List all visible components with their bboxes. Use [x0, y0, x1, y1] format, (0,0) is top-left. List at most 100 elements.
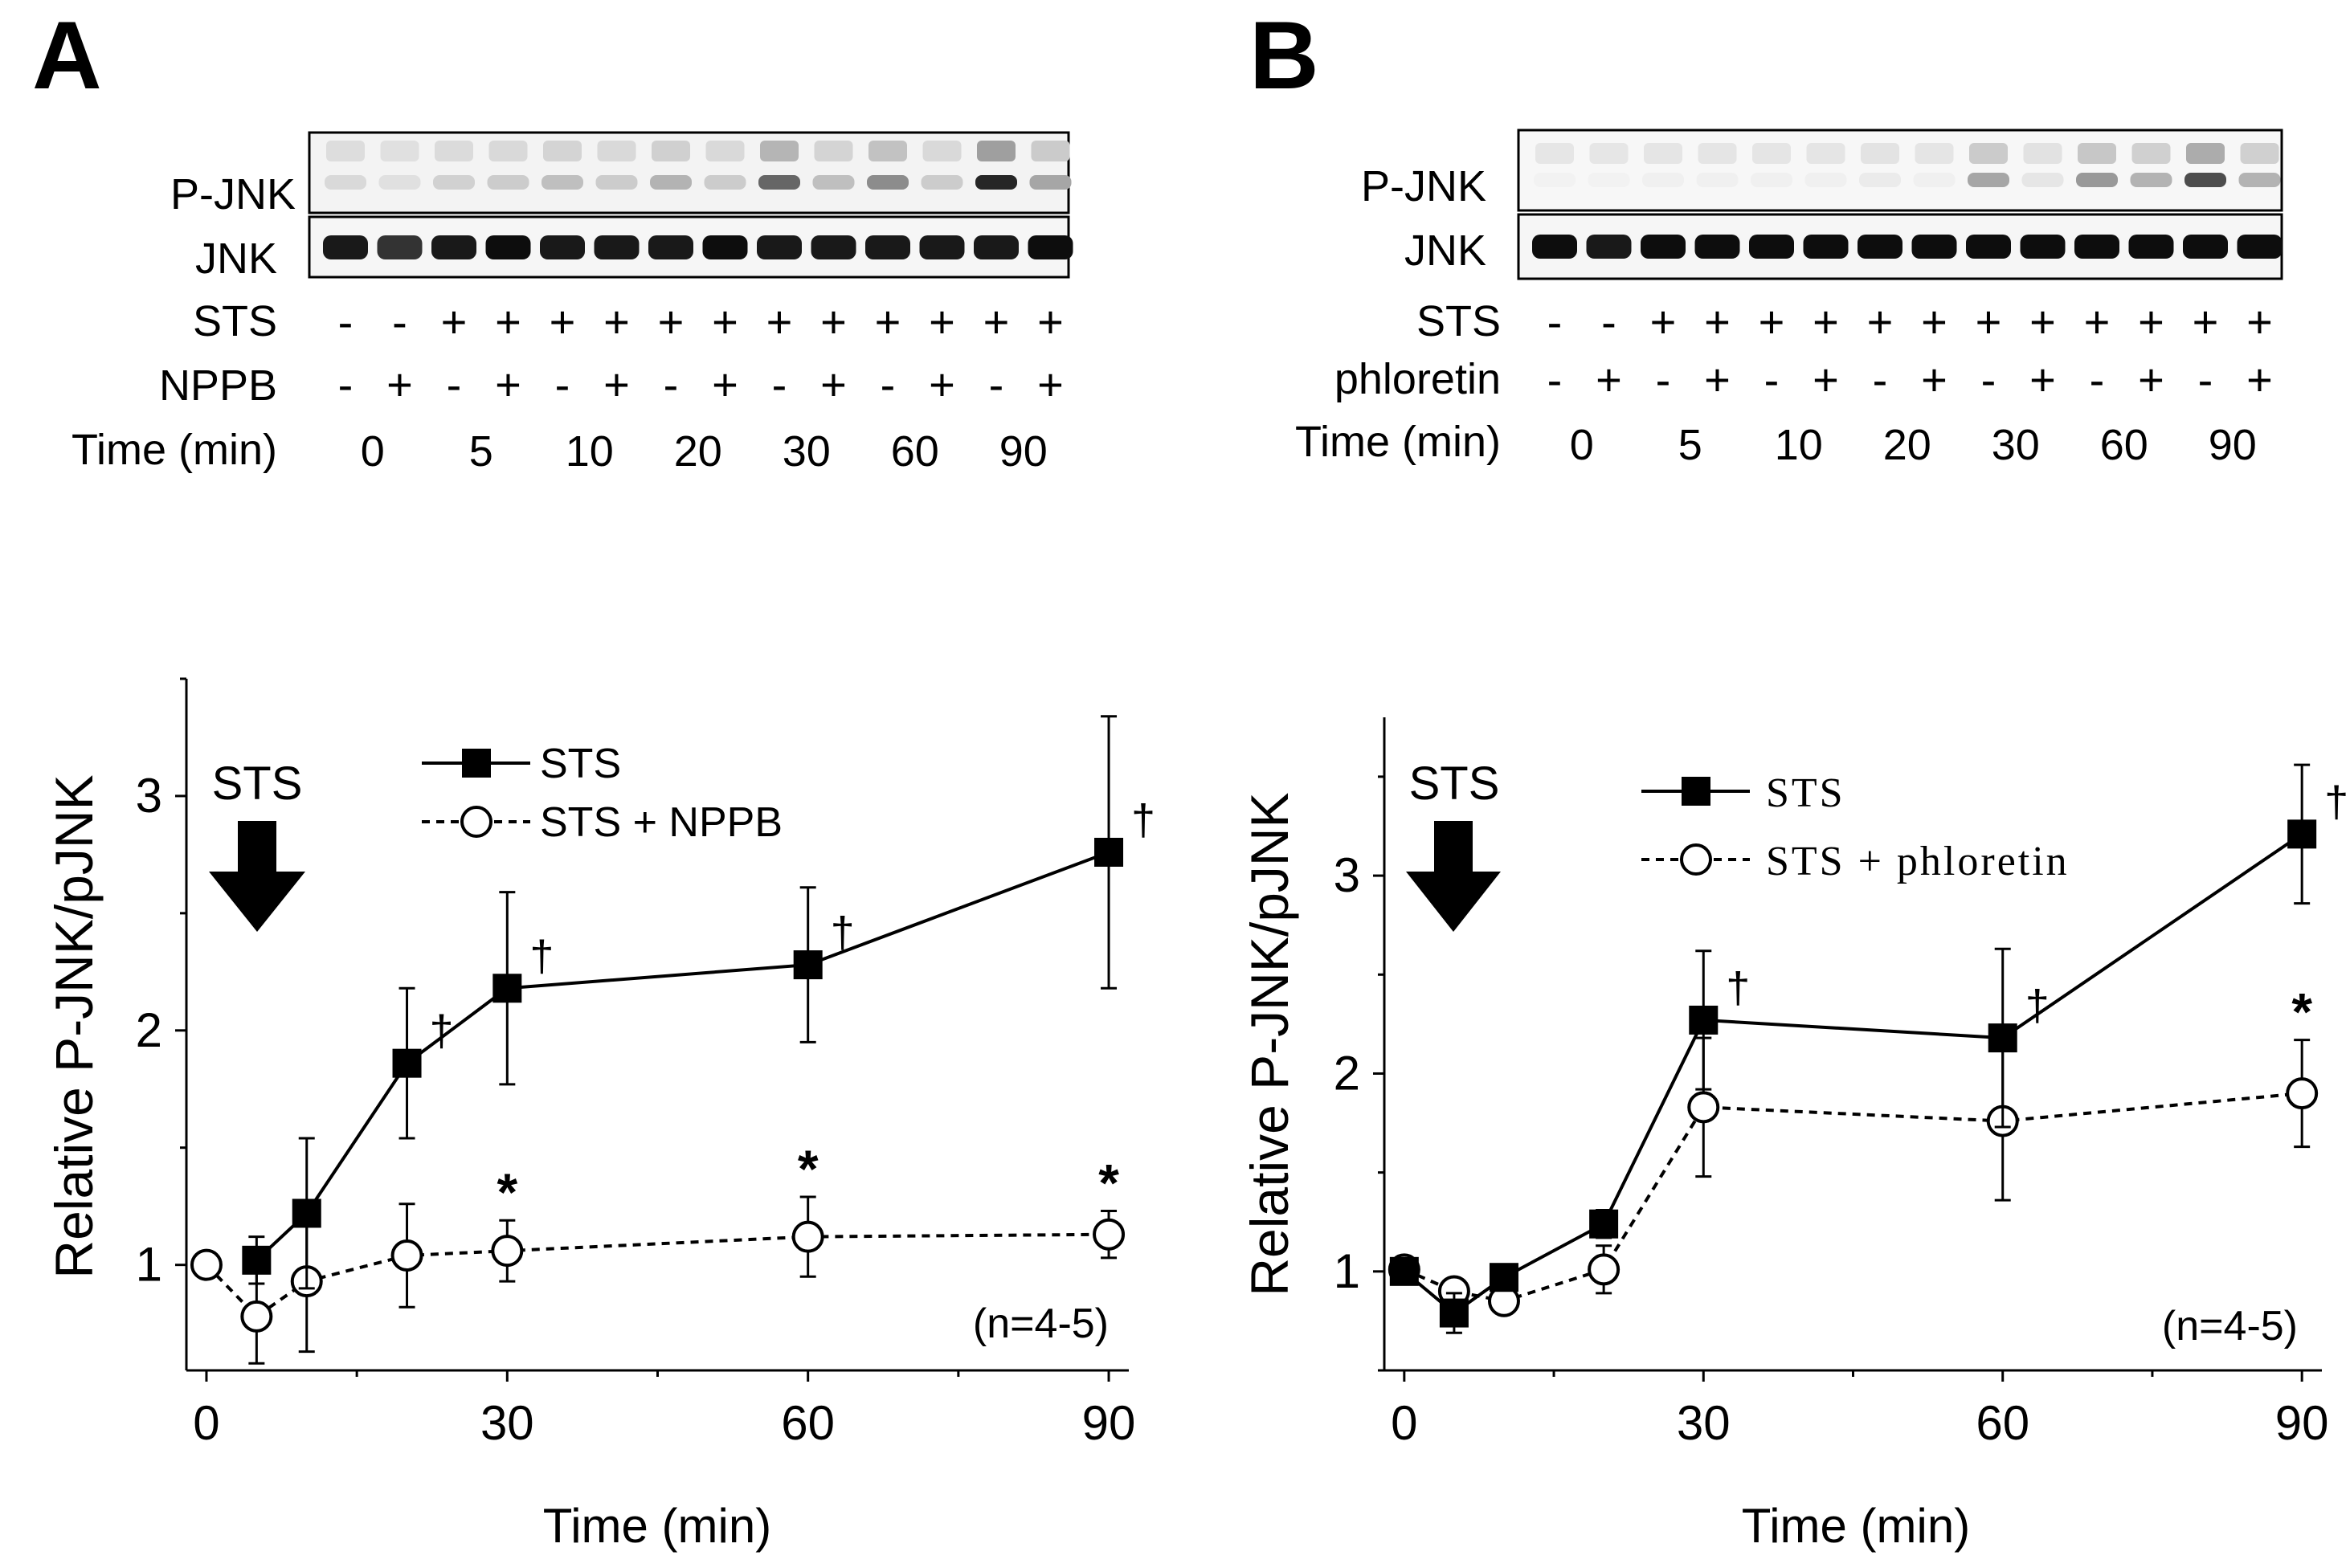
pjnk-upper-band — [652, 141, 690, 161]
sts-sign: + — [929, 296, 955, 347]
chart-a-arrow-label: STS — [212, 757, 303, 810]
jnk-band — [1966, 235, 2011, 259]
x-tick-label: 30 — [480, 1396, 534, 1450]
pjnk-band — [2184, 173, 2226, 187]
data-point-square — [1589, 1209, 1619, 1239]
significance-star: * — [497, 1162, 517, 1222]
sts-sign: + — [2084, 296, 2111, 347]
pjnk-upper-band — [2240, 143, 2279, 164]
pjnk-band — [975, 175, 1017, 190]
treatment-sign: - — [1547, 354, 1563, 405]
panel-b: B P-JNK JNK STS phloretin Time (min) ---… — [1249, 2, 2283, 469]
time-value: 20 — [1883, 421, 1931, 469]
jnk-band — [485, 235, 531, 259]
jnk-band — [431, 235, 476, 259]
data-point-circle — [1687, 1091, 1720, 1124]
treatment-sign: - — [2090, 354, 2105, 405]
blot-b-pjnk-frame — [1517, 129, 2283, 212]
jnk-band — [757, 235, 802, 259]
chart-a-legend-label-sts: STS — [540, 741, 621, 787]
time-value: 5 — [469, 427, 493, 476]
data-point-square — [2287, 819, 2317, 849]
data-point-circle — [240, 1300, 273, 1333]
pjnk-upper-band — [1031, 141, 1070, 161]
chart-a-legend-marker-sts — [462, 749, 491, 778]
data-point-square — [1689, 1005, 1719, 1035]
time-value: 30 — [1992, 421, 2040, 469]
pjnk-band — [595, 175, 638, 190]
panel-a-letter: A — [32, 2, 102, 109]
data-point-circle — [491, 1235, 524, 1268]
pjnk-upper-band — [760, 141, 799, 161]
series-line-sts — [1403, 832, 2303, 1316]
treatment-sign: + — [603, 359, 630, 410]
pjnk-band — [325, 175, 366, 190]
data-point-circle — [791, 1220, 824, 1253]
pjnk-upper-band — [435, 141, 473, 161]
pjnk-band — [921, 175, 963, 190]
jnk-band — [1532, 235, 1577, 259]
blot-b-pjnk-bands — [1534, 143, 2281, 187]
chart-a-legend-label-treated: STS + NPPB — [540, 799, 783, 846]
significance-star: * — [798, 1139, 819, 1198]
sts-sign: - — [392, 296, 407, 347]
pjnk-band — [758, 175, 800, 190]
chart-b-legend-marker-sts — [1682, 777, 1710, 806]
data-point-circle — [2286, 1077, 2319, 1110]
pjnk-band — [1751, 173, 1792, 187]
pjnk-upper-band — [2186, 143, 2225, 164]
pjnk-band — [1913, 173, 1956, 187]
chart-b-legend-marker-treated — [1680, 843, 1712, 876]
chart-b-xlabel: Time (min) — [1742, 1499, 1970, 1553]
blot-b-treatment-label: phloretin — [1334, 355, 1501, 403]
jnk-band — [919, 235, 965, 259]
pjnk-band — [650, 175, 692, 190]
chart-b-data: * † † † — [1388, 763, 2348, 1334]
chart-a-xlabel: Time (min) — [543, 1499, 771, 1553]
data-point-square — [492, 974, 522, 1003]
jnk-band — [1749, 235, 1794, 259]
chart-b-legend-label-treated: STS + phloretin — [1766, 839, 2070, 884]
pjnk-band — [433, 175, 475, 190]
sts-sign: + — [441, 296, 468, 347]
jnk-band — [323, 235, 368, 259]
jnk-band — [2183, 235, 2228, 259]
jnk-band — [1028, 235, 1073, 259]
pjnk-band — [2076, 173, 2118, 187]
chart-a-data: * * * † † † † — [190, 715, 1155, 1365]
sts-sign: + — [603, 296, 630, 347]
pjnk-upper-band — [380, 141, 419, 161]
jnk-band — [702, 235, 748, 259]
y-tick-label: 1 — [1334, 1244, 1360, 1298]
data-point-circle — [1093, 1218, 1126, 1251]
treatment-sign: + — [712, 359, 738, 410]
jnk-band — [540, 235, 585, 259]
sts-sign: + — [495, 296, 521, 347]
significance-dagger: † — [430, 1007, 454, 1056]
treatment-sign: + — [2138, 354, 2164, 405]
x-tick-label: 0 — [1391, 1396, 1417, 1450]
treatment-sign: - — [555, 359, 570, 410]
chart-b-sts-arrow-icon — [1406, 821, 1501, 932]
treatment-sign: - — [447, 359, 462, 410]
treatment-sign: + — [1596, 354, 1622, 405]
treatment-sign: + — [2029, 354, 2056, 405]
jnk-band — [2020, 235, 2066, 259]
blot-b-jnk-bands — [1532, 235, 2283, 259]
sts-sign: + — [1976, 296, 2002, 347]
blot-a-row-pjnk-label: P-JNK — [170, 170, 296, 218]
significance-dagger: † — [1131, 796, 1155, 844]
data-point-circle — [390, 1239, 423, 1272]
sts-sign: + — [658, 296, 685, 347]
pjnk-upper-band — [1752, 143, 1791, 164]
sts-sign: + — [550, 296, 576, 347]
blot-a-row-jnk-label: JNK — [195, 235, 277, 283]
pjnk-upper-band — [1535, 143, 1574, 164]
significance-dagger: † — [831, 909, 855, 957]
time-value: 20 — [674, 427, 722, 476]
jnk-band — [2074, 235, 2119, 259]
sts-sign: + — [766, 296, 793, 347]
sts-sign: + — [2246, 296, 2273, 347]
pjnk-upper-band — [1589, 143, 1629, 164]
treatment-sign: - — [772, 359, 787, 410]
